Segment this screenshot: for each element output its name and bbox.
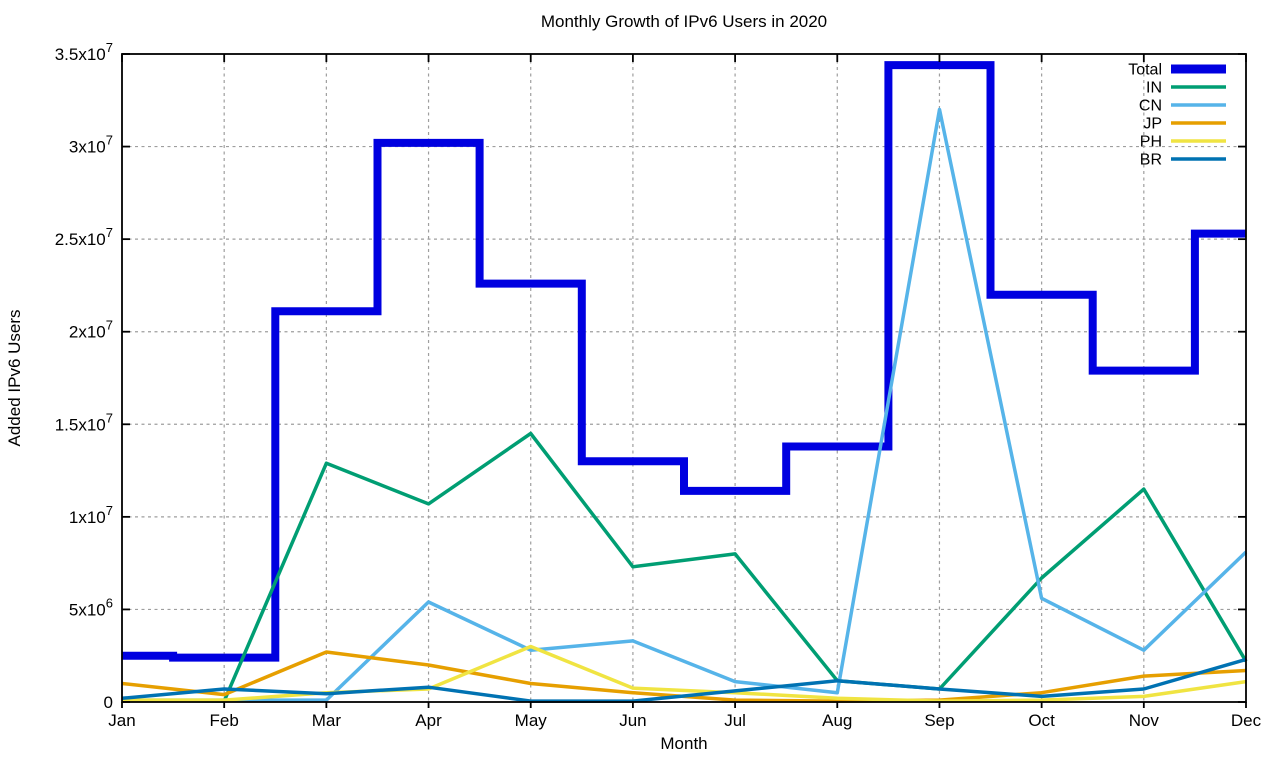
- series-line-CN: [122, 107, 1248, 702]
- axis-ticks: [121, 53, 1247, 708]
- y-axis-label: Added IPv6 Users: [5, 309, 24, 446]
- x-axis-label: Month: [660, 734, 707, 753]
- series-line-IN: [121, 431, 1248, 703]
- y-tick-label: 1.5x107: [55, 410, 113, 434]
- y-tick-label: 2.5x107: [55, 225, 113, 249]
- legend-label-CN: CN: [1139, 98, 1162, 115]
- y-tick-label: 0: [104, 693, 113, 712]
- x-tick-label: Sep: [924, 711, 954, 730]
- legend-item-CN: CN: [1139, 98, 1226, 115]
- x-tick-label: Feb: [210, 711, 239, 730]
- x-tick-label: Nov: [1129, 711, 1160, 730]
- legend-item-Total: Total: [1128, 62, 1226, 79]
- grid: [122, 54, 1246, 702]
- legend-label-JP: JP: [1143, 116, 1162, 133]
- legend-label-Total: Total: [1128, 62, 1162, 79]
- series-group: [121, 61, 1248, 703]
- x-tick-label: Dec: [1231, 711, 1262, 730]
- x-tick-label: Jun: [619, 711, 646, 730]
- x-tick-label: Jan: [108, 711, 135, 730]
- legend-item-BR: BR: [1140, 152, 1226, 169]
- x-tick-label: May: [515, 711, 548, 730]
- x-tick-label: Mar: [312, 711, 342, 730]
- plot-border: [121, 53, 1247, 703]
- x-tick-label: Jul: [724, 711, 746, 730]
- y-tick-label: 3.5x107: [55, 40, 113, 64]
- y-tick-label: 1x107: [69, 503, 113, 527]
- plot-area: Jan Feb Mar Apr May Jun Jul Aug Sep Oct Nov Dec 0 5x1…: [55, 40, 1262, 730]
- legend-label-BR: BR: [1140, 152, 1162, 169]
- x-tick-label: Apr: [415, 711, 442, 730]
- x-tick-label: Aug: [822, 711, 852, 730]
- y-tick-label: 5x106: [69, 595, 113, 619]
- legend-item-PH: PH: [1140, 134, 1226, 151]
- series-line-Total: [122, 61, 1246, 662]
- legend-label-IN: IN: [1146, 80, 1162, 97]
- y-tick-label: 3x107: [69, 133, 113, 157]
- series-line-BR: [121, 657, 1247, 703]
- tick-labels: Jan Feb Mar Apr May Jun Jul Aug Sep Oct Nov Dec 0 5x1…: [55, 40, 1262, 730]
- legend-item-JP: JP: [1143, 116, 1226, 133]
- x-tick-label: Oct: [1028, 711, 1055, 730]
- y-tick-label: 2x107: [69, 318, 113, 342]
- chart-title: Monthly Growth of IPv6 Users in 2020: [541, 12, 827, 31]
- legend-item-IN: IN: [1146, 80, 1226, 97]
- legend-label-PH: PH: [1140, 134, 1162, 151]
